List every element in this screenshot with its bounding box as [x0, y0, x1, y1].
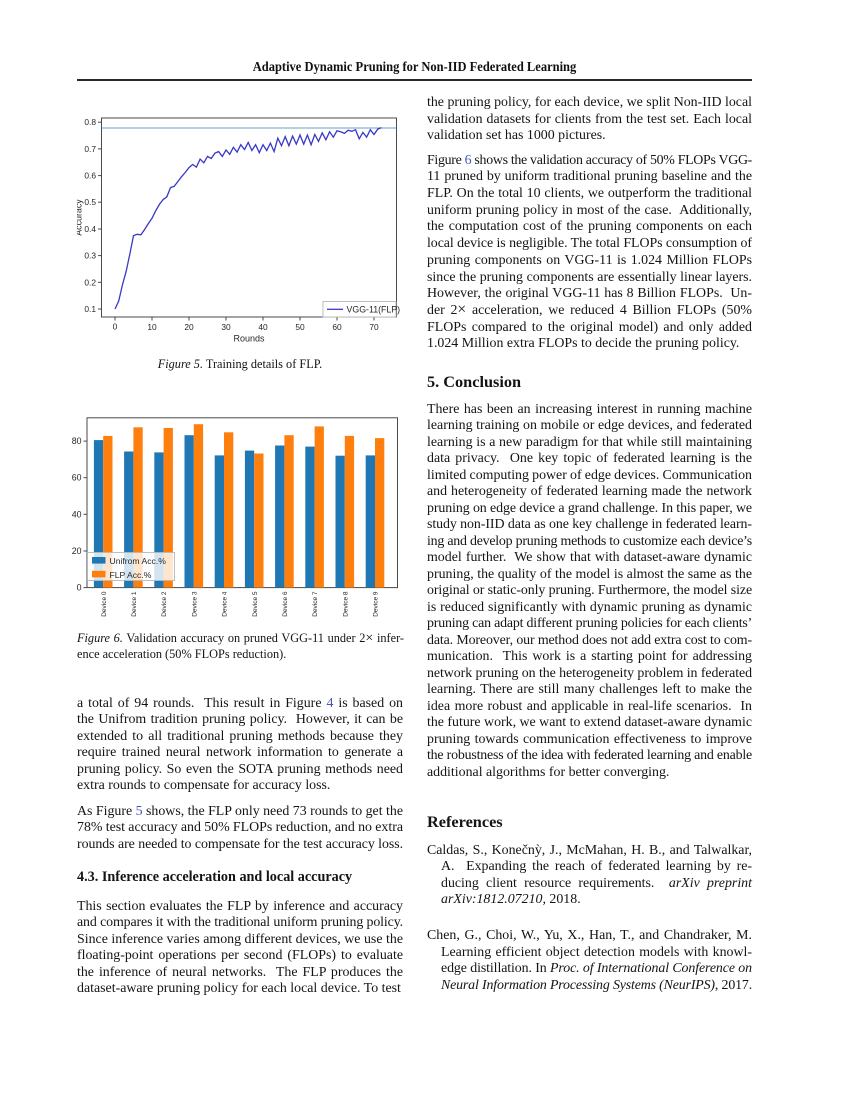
- svg-text:40: 40: [258, 322, 268, 332]
- svg-text:Device 3: Device 3: [191, 591, 198, 617]
- svg-text:Device 4: Device 4: [222, 591, 229, 617]
- svg-text:Device 6: Device 6: [282, 591, 289, 617]
- svg-text:0.7: 0.7: [84, 144, 96, 154]
- svg-text:0.6: 0.6: [84, 171, 96, 181]
- svg-text:FLP Acc.%: FLP Acc.%: [110, 570, 152, 580]
- svg-text:0: 0: [77, 583, 82, 593]
- svg-text:50: 50: [295, 322, 305, 332]
- svg-text:60: 60: [72, 473, 82, 483]
- svg-text:0.8: 0.8: [84, 117, 96, 127]
- svg-text:Unifrom Acc.%: Unifrom Acc.%: [110, 556, 167, 566]
- svg-text:Device 2: Device 2: [161, 591, 168, 617]
- svg-text:Device 8: Device 8: [342, 591, 349, 617]
- svg-text:80: 80: [72, 436, 82, 446]
- svg-text:Rounds: Rounds: [233, 334, 265, 344]
- svg-text:Device 0: Device 0: [101, 591, 108, 617]
- svg-text:Device 7: Device 7: [312, 591, 319, 617]
- svg-text:0.5: 0.5: [84, 197, 96, 207]
- svg-text:30: 30: [221, 322, 231, 332]
- svg-text:Accuracy: Accuracy: [77, 199, 84, 236]
- svg-text:Device 1: Device 1: [131, 591, 138, 617]
- svg-text:Device 9: Device 9: [373, 591, 380, 617]
- svg-text:10: 10: [147, 322, 157, 332]
- svg-text:20: 20: [184, 322, 194, 332]
- svg-text:0.4: 0.4: [84, 224, 96, 234]
- svg-text:20: 20: [72, 546, 82, 556]
- svg-text:70: 70: [369, 322, 379, 332]
- svg-text:40: 40: [72, 509, 82, 519]
- svg-text:60: 60: [332, 322, 342, 332]
- svg-text:0.1: 0.1: [84, 304, 96, 314]
- svg-text:0.2: 0.2: [84, 277, 96, 287]
- svg-text:0.3: 0.3: [84, 251, 96, 261]
- svg-text:0: 0: [113, 322, 118, 332]
- svg-text:VGG-11(FLP): VGG-11(FLP): [347, 304, 401, 314]
- svg-text:Device 5: Device 5: [252, 591, 259, 617]
